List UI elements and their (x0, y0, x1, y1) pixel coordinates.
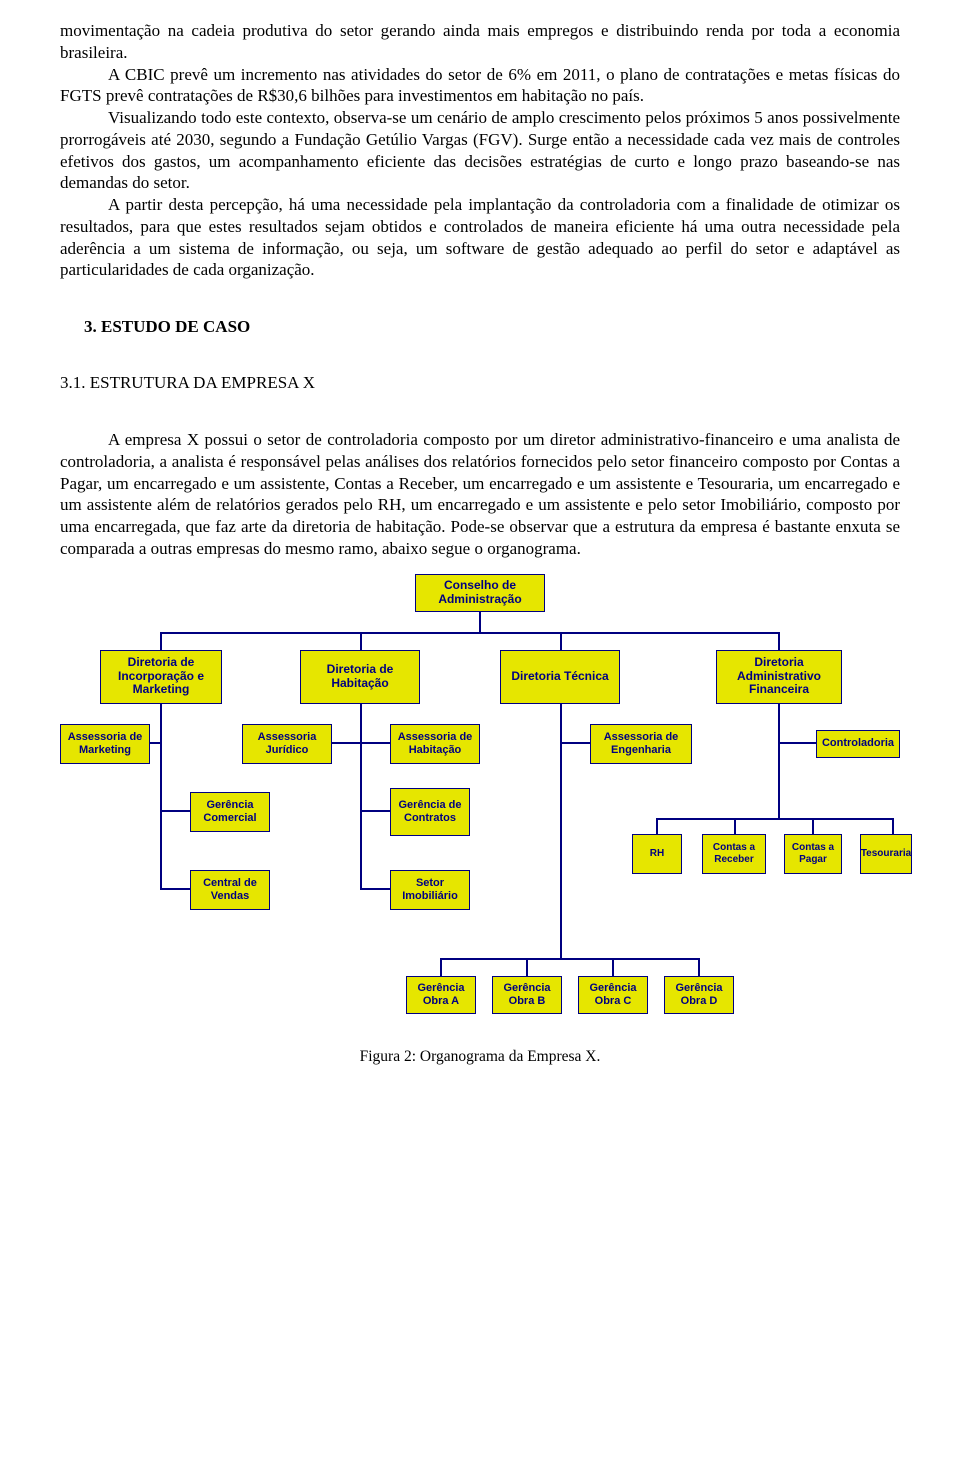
node-assess-engenharia: Assessoria de Engenharia (590, 724, 692, 764)
conn (526, 958, 528, 976)
conn (778, 798, 780, 818)
conn (160, 632, 780, 634)
conn (698, 958, 700, 976)
conn (734, 818, 736, 834)
conn (440, 958, 442, 976)
node-contas-receber: Contas a Receber (702, 834, 766, 874)
conn (560, 632, 562, 650)
conn (778, 704, 780, 800)
figure-caption: Figura 2: Organograma da Empresa X. (360, 1048, 601, 1066)
conn (892, 818, 894, 834)
conn (656, 818, 894, 820)
node-dir-tecnica: Diretoria Técnica (500, 650, 620, 704)
conn (360, 632, 362, 650)
node-assess-juridico: Assessoria Jurídico (242, 724, 332, 764)
node-controladoria: Controladoria (816, 730, 900, 758)
node-dir-incorp: Diretoria de Incorporação e Marketing (100, 650, 222, 704)
node-gerencia-contratos: Gerência de Contratos (390, 788, 470, 836)
paragraph-4: A partir desta percepção, há uma necessi… (60, 194, 900, 281)
paragraph-2: A CBIC prevê um incremento nas atividade… (60, 64, 900, 108)
org-chart: Conselho de Administração Diretoria de I… (60, 570, 900, 1040)
node-setor-imobiliario: Setor Imobiliário (390, 870, 470, 910)
node-conselho: Conselho de Administração (415, 574, 545, 612)
node-rh: RH (632, 834, 682, 874)
conn (778, 632, 780, 650)
conn (160, 704, 162, 890)
node-gerencia-obra-a: Gerência Obra A (406, 976, 476, 1014)
conn (360, 704, 362, 890)
subsection-heading: 3.1. ESTRUTURA DA EMPRESA X (60, 373, 900, 393)
node-gerencia-comercial: Gerência Comercial (190, 792, 270, 832)
node-contas-pagar: Contas a Pagar (784, 834, 842, 874)
paragraph-5: A empresa X possui o setor de controlado… (60, 429, 900, 560)
node-tesouraria: Tesouraria (860, 834, 912, 874)
node-dir-habitacao: Diretoria de Habitação (300, 650, 420, 704)
conn (812, 818, 814, 834)
node-gerencia-obra-d: Gerência Obra D (664, 976, 734, 1014)
node-central-vendas: Central de Vendas (190, 870, 270, 910)
conn (656, 818, 658, 834)
node-dir-admfin: Diretoria Administrativo Financeira (716, 650, 842, 704)
conn (612, 958, 614, 976)
paragraph-1: movimentação na cadeia produtiva do seto… (60, 20, 900, 64)
section-heading: 3. ESTUDO DE CASO (60, 317, 900, 337)
node-assess-habitacao: Assessoria de Habitação (390, 724, 480, 764)
org-chart-wrap: Conselho de Administração Diretoria de I… (60, 570, 900, 1066)
conn (440, 958, 700, 960)
node-gerencia-obra-c: Gerência Obra C (578, 976, 648, 1014)
node-assess-marketing: Assessoria de Marketing (60, 724, 150, 764)
node-gerencia-obra-b: Gerência Obra B (492, 976, 562, 1014)
conn (160, 632, 162, 650)
conn (479, 612, 481, 632)
paragraph-3: Visualizando todo este contexto, observa… (60, 107, 900, 194)
